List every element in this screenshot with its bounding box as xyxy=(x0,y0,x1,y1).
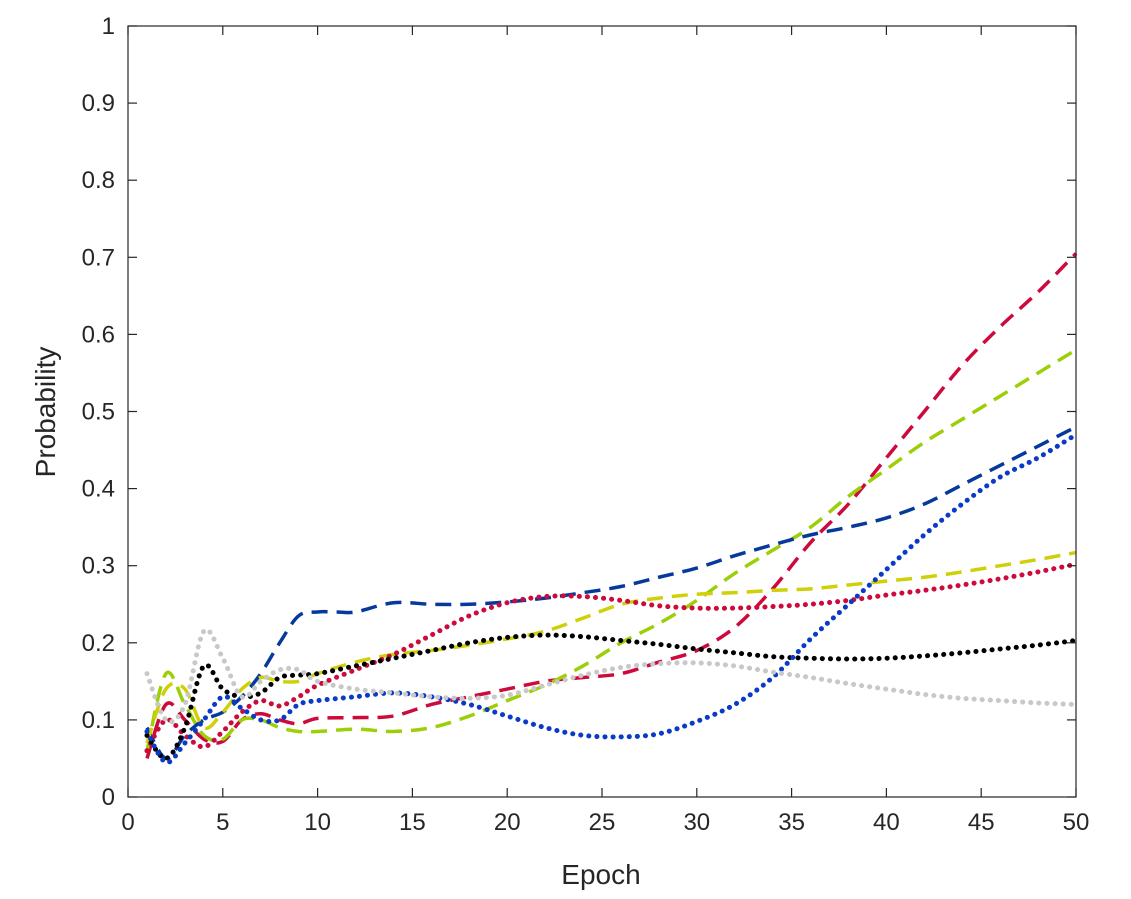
series-line-blue-dotted xyxy=(144,432,1079,765)
y-tick-label: 0.5 xyxy=(82,399,115,426)
y-tick-label: 0.2 xyxy=(82,630,115,657)
plot-frame xyxy=(127,25,1077,798)
y-tick-label: 0.8 xyxy=(82,167,115,194)
axes-layer: 0 5 10 15 20 25 30 35 40 45 50 0 0.1 0.2 0.3 0.4 0.5 0.6 0… xyxy=(82,13,1090,836)
x-axis-title: Epoch xyxy=(561,859,640,890)
series-line-lime-dashed xyxy=(145,348,1077,752)
y-tick-label: 0.4 xyxy=(82,476,115,503)
y-tick-label: 0.3 xyxy=(82,553,115,580)
x-tick-label: 0 xyxy=(121,809,134,836)
y-tick-label: 0.6 xyxy=(82,321,115,348)
x-tick-label: 15 xyxy=(399,809,426,836)
x-tick-label: 25 xyxy=(589,809,616,836)
x-tick-label: 50 xyxy=(1063,809,1090,836)
y-tick-label: 0.7 xyxy=(82,244,115,271)
series-line-black-dotted xyxy=(144,632,1079,761)
series-line-yellow-dashed xyxy=(145,550,1077,744)
y-tick-label: 0.9 xyxy=(82,90,115,117)
y-tick-label: 0.1 xyxy=(82,707,115,734)
x-tick-label: 5 xyxy=(216,809,229,836)
x-tick-label: 30 xyxy=(683,809,710,836)
series-line-navy-dashed xyxy=(145,425,1077,761)
x-tick-label: 35 xyxy=(778,809,805,836)
series-layer xyxy=(144,252,1079,765)
y-tick-label: 0 xyxy=(102,784,115,811)
series-line-gray-dotted xyxy=(144,627,1079,725)
x-tick-label: 45 xyxy=(968,809,995,836)
x-tick-label: 40 xyxy=(873,809,900,836)
x-tick-label: 10 xyxy=(304,809,331,836)
y-axis-title: Probability xyxy=(30,347,61,478)
x-tick-label: 20 xyxy=(494,809,521,836)
y-tick-label: 1 xyxy=(102,13,115,40)
